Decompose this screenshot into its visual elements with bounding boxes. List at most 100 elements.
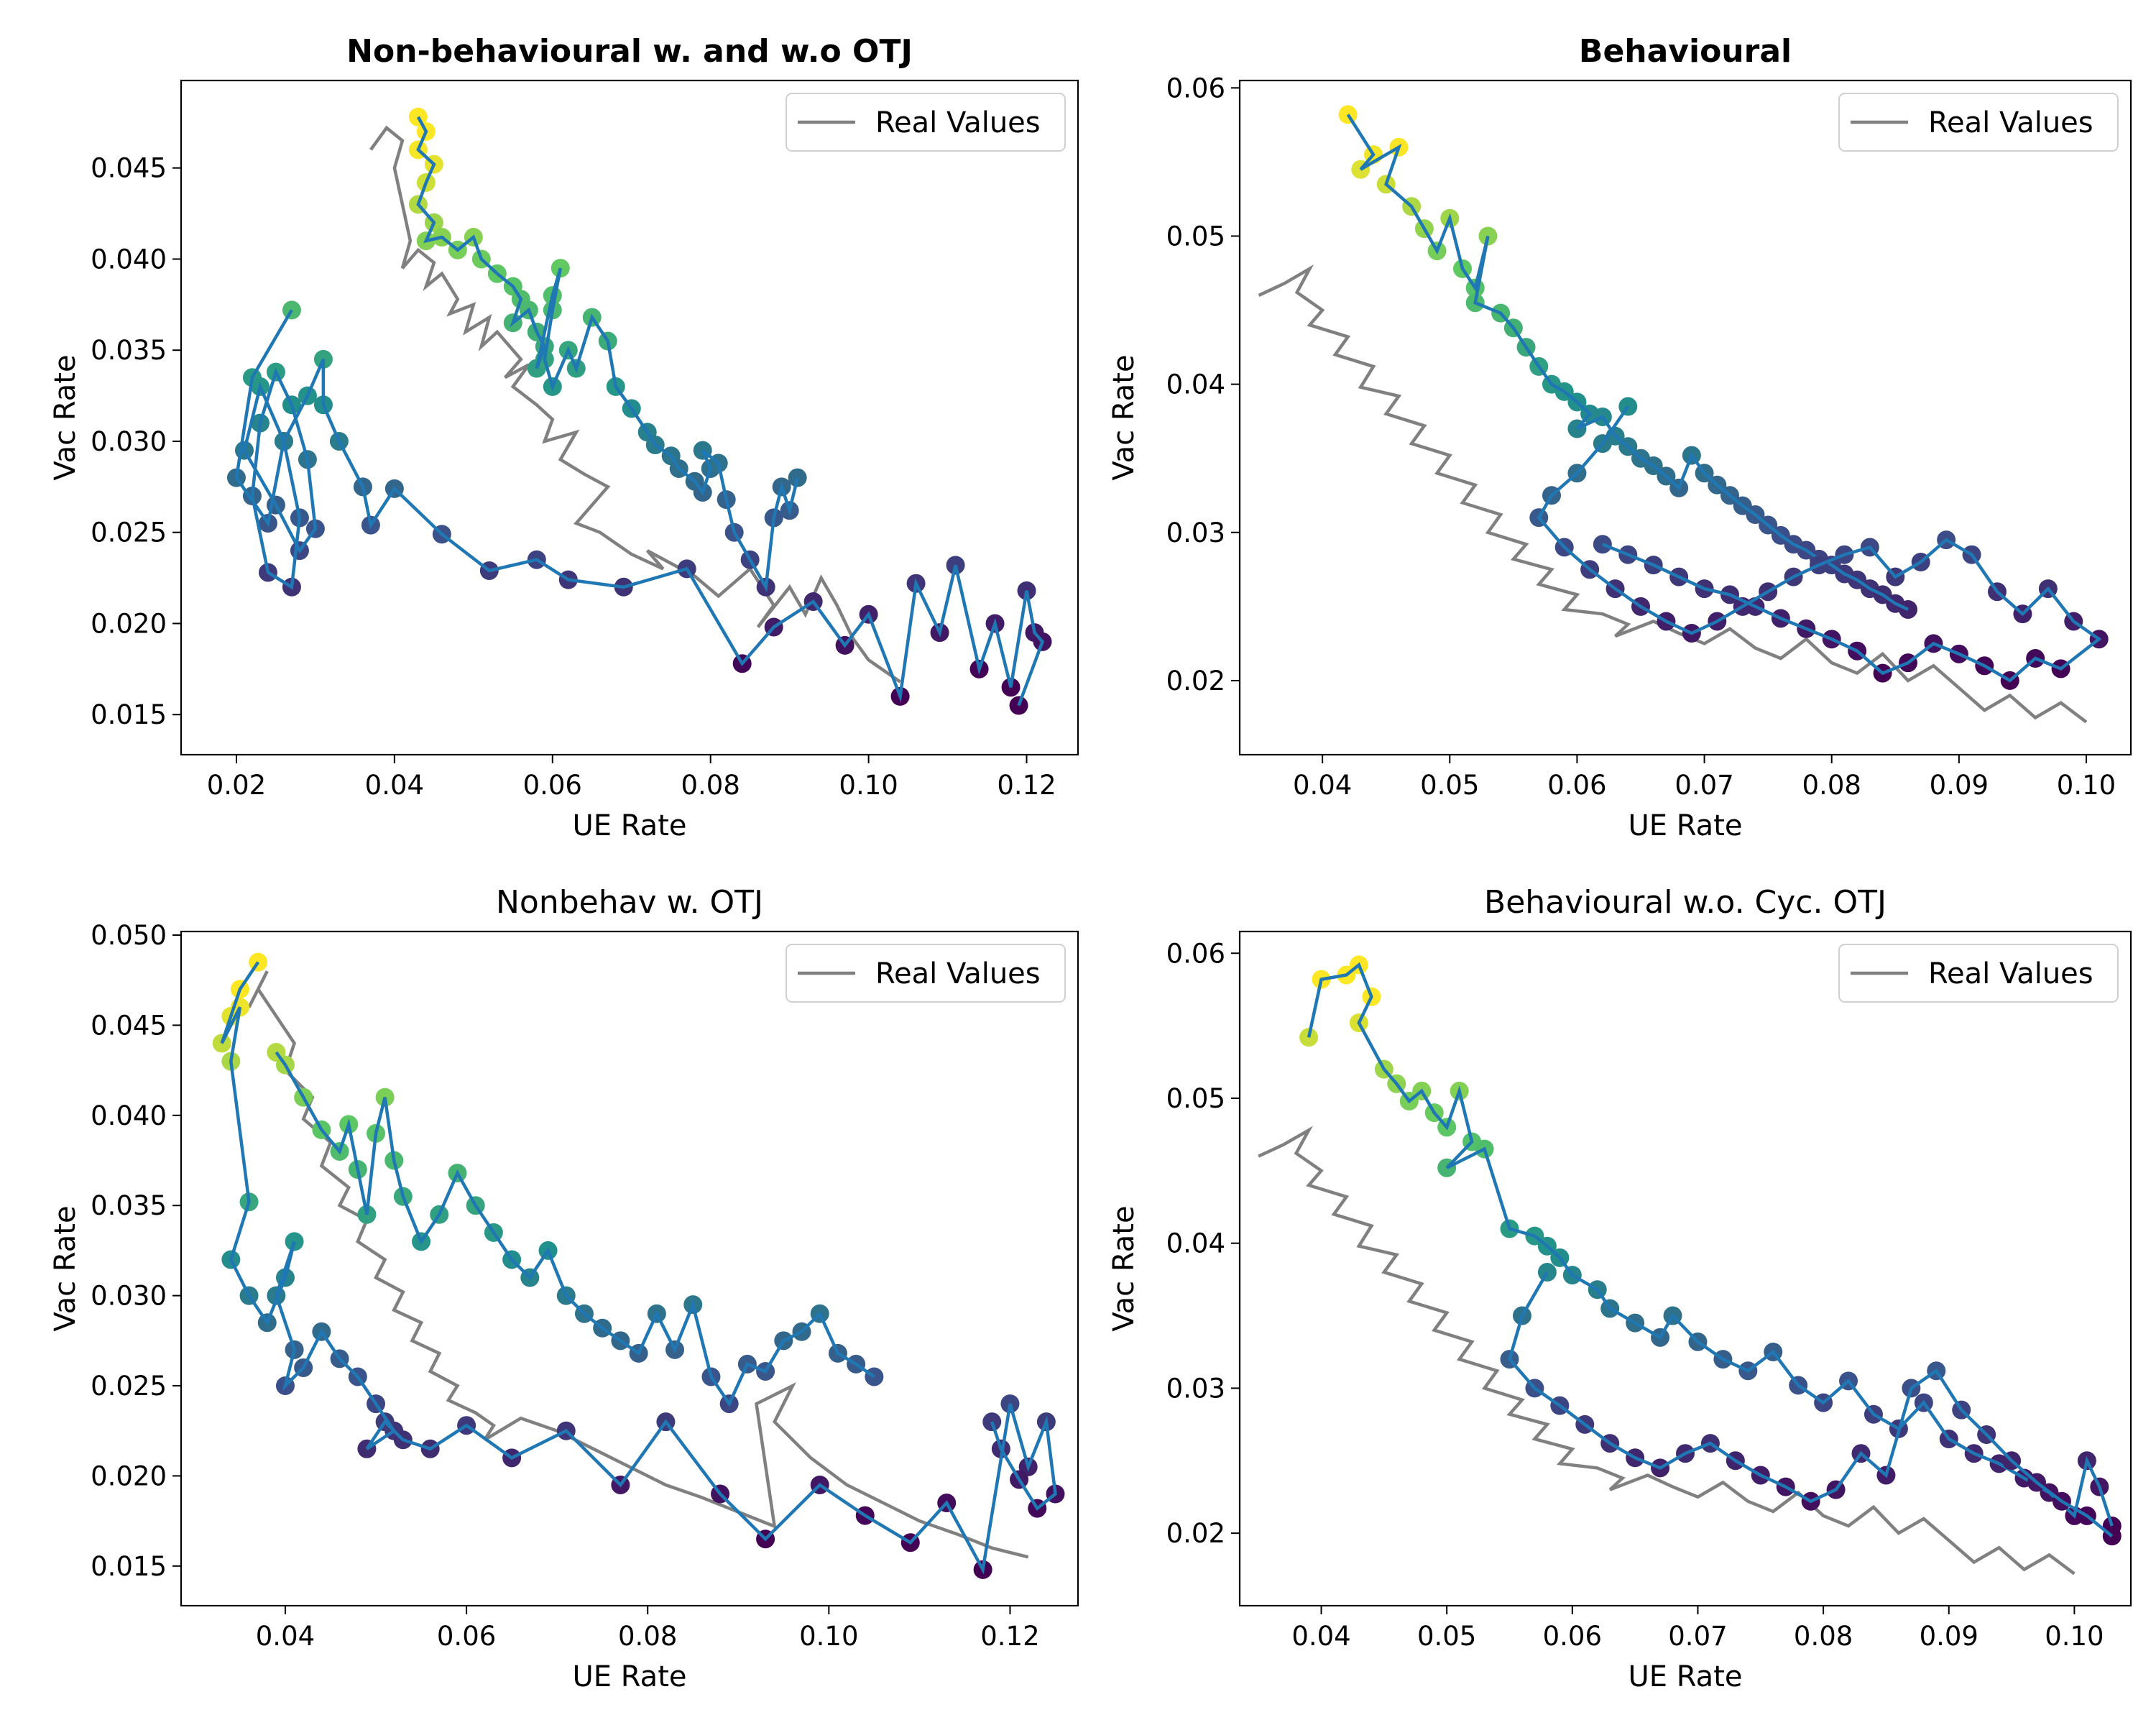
legend: Real Values	[1838, 93, 2119, 152]
y-tick-label: 0.035	[91, 335, 167, 366]
y-tick-label: 0.02	[1166, 1518, 1225, 1549]
y-tick-label: 0.025	[91, 1371, 167, 1402]
model-path-line	[1346, 114, 1909, 612]
model-path-line	[275, 1051, 875, 1407]
y-tick-label: 0.06	[1166, 73, 1225, 104]
y-tick-label: 0.025	[91, 518, 167, 548]
x-tick-label: 0.05	[1417, 1621, 1476, 1652]
y-tick-label: 0.040	[91, 244, 167, 275]
x-tick-label: 0.09	[1920, 1621, 1978, 1652]
y-tick-label: 0.04	[1166, 1228, 1225, 1259]
y-tick-label: 0.045	[91, 1010, 167, 1041]
chart-title: Behavioural	[1579, 33, 1792, 70]
y-axis-label: Vac Rate	[49, 354, 82, 480]
model-path-line	[1537, 405, 2102, 683]
real-values-line	[369, 125, 901, 684]
chart-panel-4: Behavioural w.o. Cyc. OTJ 0.04 0.05 0.06 0.0…	[1107, 884, 2132, 1693]
x-axis-label: UE Rate	[573, 1660, 687, 1693]
plot-frame	[1238, 79, 2132, 756]
y-tick-label: 0.030	[91, 426, 167, 457]
model-path-line	[234, 309, 1045, 707]
y-tick-label: 0.05	[1166, 1083, 1225, 1114]
chart-title: Behavioural w.o. Cyc. OTJ	[1484, 884, 1886, 921]
y-tick-label: 0.02	[1166, 666, 1225, 696]
y-tick-label: 0.050	[91, 920, 167, 951]
plot-area	[226, 107, 1052, 715]
y-tick-label: 0.020	[91, 608, 167, 639]
y-tick-label: 0.06	[1166, 938, 1225, 969]
y-axis-label: Vac Rate	[1107, 1205, 1141, 1331]
x-tick-label: 0.07	[1674, 770, 1733, 801]
model-point	[788, 468, 807, 487]
x-tick-label: 0.06	[523, 770, 582, 801]
y-tick-label: 0.015	[91, 1551, 167, 1582]
x-tick-label: 0.12	[997, 770, 1056, 801]
x-tick-label: 0.05	[1420, 770, 1479, 801]
x-tick-label: 0.10	[799, 1621, 858, 1652]
model-path-line	[1507, 1271, 2114, 1537]
y-tick-label: 0.030	[91, 1281, 167, 1312]
y-tick-label: 0.05	[1166, 221, 1225, 252]
x-tick-label: 0.04	[1291, 1621, 1350, 1652]
model-point	[1593, 535, 1612, 554]
y-tick-label: 0.035	[91, 1190, 167, 1221]
y-tick-label: 0.03	[1166, 518, 1225, 548]
y-tick-label: 0.045	[91, 153, 167, 184]
x-tick-label: 0.08	[1794, 1621, 1853, 1652]
x-tick-label: 0.06	[1543, 1621, 1602, 1652]
x-axis-label: UE Rate	[573, 809, 687, 842]
x-tick-label: 0.02	[207, 770, 266, 801]
x-tick-label: 0.09	[1930, 770, 1989, 801]
x-tick-label: 0.06	[437, 1621, 496, 1652]
legend-label: Real Values	[1928, 106, 2093, 139]
x-tick-label: 0.08	[681, 770, 740, 801]
plot-frame	[180, 79, 1079, 756]
x-tick-label: 0.07	[1668, 1621, 1727, 1652]
x-tick-label: 0.06	[1547, 770, 1606, 801]
plot-area	[1258, 955, 2122, 1576]
y-tick-label: 0.04	[1166, 369, 1225, 400]
model-path-line	[1307, 962, 2114, 1527]
plot-frame	[180, 930, 1079, 1607]
y-tick-label: 0.03	[1166, 1373, 1225, 1404]
plot-area	[212, 952, 1065, 1579]
x-tick-label: 0.12	[980, 1621, 1039, 1652]
plot-frame	[1238, 930, 2132, 1607]
legend-box	[786, 944, 1066, 1003]
legend: Real Values	[786, 93, 1066, 152]
chart-title: Non-behavioural w. and w.o OTJ	[346, 33, 913, 70]
legend-box	[1838, 93, 2119, 152]
y-axis-label: Vac Rate	[49, 1205, 82, 1331]
plot-area	[1258, 105, 2109, 724]
legend-label: Real Values	[875, 106, 1041, 139]
model-path-line	[220, 961, 1057, 1575]
model-point	[982, 1412, 1002, 1432]
x-tick-label: 0.04	[365, 770, 424, 801]
x-tick-label: 0.08	[1802, 770, 1861, 801]
model-path-line	[416, 116, 799, 592]
model-point	[1338, 105, 1358, 124]
x-tick-label: 0.08	[618, 1621, 677, 1652]
chart-panel-1: Non-behavioural w. and w.o OTJ 0.02 0.04 0.…	[49, 33, 1079, 842]
x-tick-label: 0.04	[256, 1621, 315, 1652]
x-tick-label: 0.10	[2045, 1621, 2104, 1652]
real-values-line	[1258, 264, 2088, 724]
legend-box	[1838, 944, 2119, 1003]
real-values-line	[247, 970, 1029, 1559]
y-axis-label: Vac Rate	[1107, 354, 1141, 480]
legend-label: Real Values	[875, 957, 1041, 990]
legend: Real Values	[786, 944, 1066, 1003]
y-tick-label: 0.015	[91, 699, 167, 730]
x-axis-label: UE Rate	[1628, 1660, 1743, 1693]
x-axis-label: UE Rate	[1628, 809, 1743, 842]
chart-title: Nonbehav w. OTJ	[496, 884, 763, 921]
x-tick-label: 0.10	[2057, 770, 2116, 801]
x-tick-label: 0.10	[839, 770, 898, 801]
x-tick-label: 0.04	[1293, 770, 1352, 801]
chart-panel-3: Nonbehav w. OTJ 0.04 0.06 0.08 0.10 0.12 0.015…	[49, 884, 1079, 1693]
model-point	[408, 107, 428, 126]
legend-label: Real Values	[1928, 957, 2093, 990]
chart-panel-2: Behavioural 0.04 0.05 0.06 0.07 0.08 0.09 0.10 0…	[1107, 33, 2132, 842]
y-tick-label: 0.040	[91, 1100, 167, 1131]
